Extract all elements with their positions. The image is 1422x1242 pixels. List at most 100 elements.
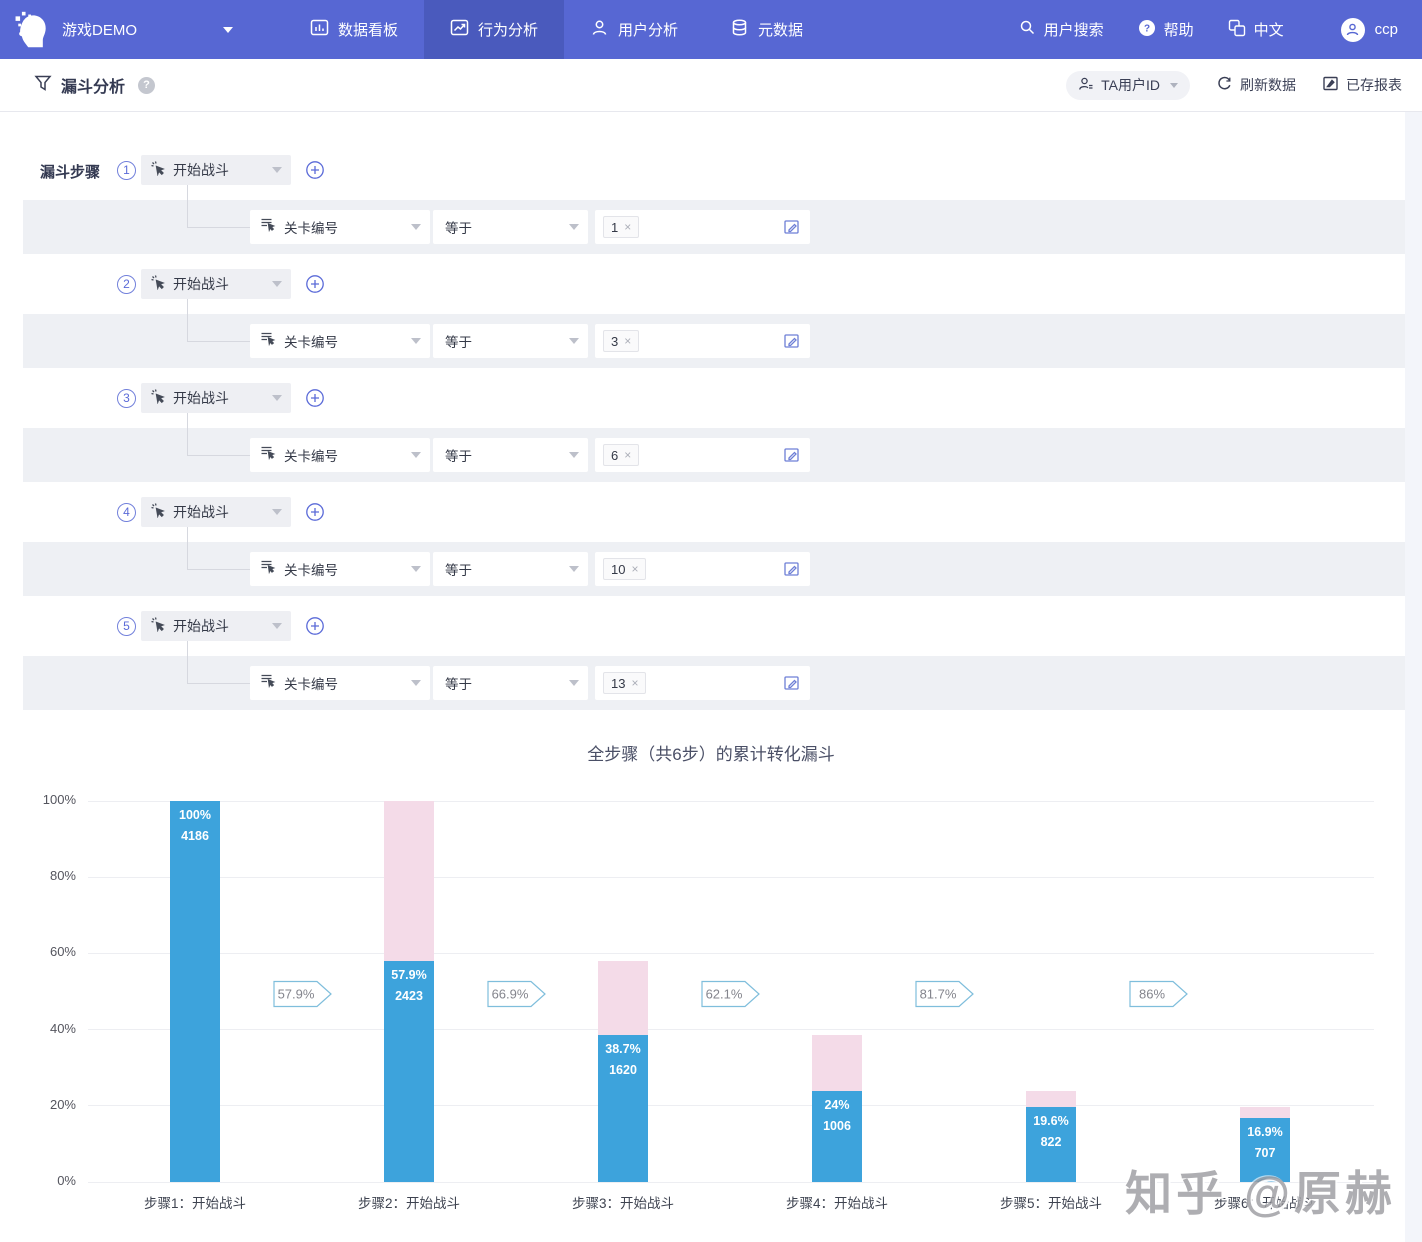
nav-menu: 数据看板 行为分析 用户分析 元数据 [284, 0, 829, 59]
add-filter-button[interactable] [305, 616, 325, 636]
edit-values-icon[interactable] [783, 674, 801, 692]
y-axis-tick-label: 100% [42, 792, 76, 807]
bar-count: 822 [1040, 1135, 1062, 1150]
event-select-value: 开始战斗 [173, 618, 229, 634]
condition-value-input[interactable]: 3 × [595, 324, 810, 358]
condition-row: 关卡编号 等于 1 × [23, 185, 1405, 254]
saved-report-icon [1322, 75, 1339, 95]
event-select[interactable]: 开始战斗 [141, 155, 291, 185]
chevron-down-icon [569, 680, 579, 686]
event-select-value: 开始战斗 [173, 276, 229, 292]
step-number: 3 [117, 388, 136, 408]
funnel-step-row: 漏斗步骤 1 开始战斗 [23, 140, 1405, 200]
chevron-down-icon [411, 224, 421, 230]
add-filter-button[interactable] [305, 502, 325, 522]
edit-values-icon[interactable] [783, 446, 801, 464]
condition-operator-select[interactable]: 等于 [433, 210, 588, 244]
condition-field-select[interactable]: 关卡编号 [250, 210, 430, 244]
event-select[interactable]: 开始战斗 [141, 383, 291, 413]
condition-value-input[interactable]: 10 × [595, 552, 810, 586]
nav-item-label: 行为分析 [478, 22, 539, 39]
condition-value-input[interactable]: 13 × [595, 666, 810, 700]
chevron-down-icon [569, 452, 579, 458]
property-list-icon [259, 330, 276, 352]
condition-field-select[interactable]: 关卡编号 [250, 438, 430, 472]
user-id-icon [1078, 76, 1094, 95]
funnel-chart-plot: 100% 80% 60% 40% 20% 0% 100% 4186 步骤1：开始战斗 57.9% 2… [43, 792, 1374, 1211]
title-help-icon[interactable]: ? [138, 76, 156, 94]
language-label: 中文 [1253, 22, 1284, 39]
bar-count: 1620 [609, 1062, 637, 1077]
condition-row: 关卡编号 等于 10 × [23, 527, 1405, 596]
funnel-bar: 57.9% 2423 [384, 801, 434, 1182]
condition-field-value: 关卡编号 [284, 563, 338, 578]
chart-title: 全步骤（共6步）的累计转化漏斗 [587, 745, 835, 764]
vertical-scrollbar[interactable] [1405, 112, 1422, 1242]
chevron-down-icon [1170, 82, 1178, 88]
connector-line [187, 683, 250, 684]
condition-value-input[interactable]: 6 × [595, 438, 810, 472]
connector-line [187, 185, 188, 227]
value-tag: 1 × [603, 216, 640, 238]
converted-segment [170, 801, 220, 1182]
account-menu[interactable]: ccp [1301, 17, 1422, 42]
svg-text:66.9%: 66.9% [492, 987, 529, 1002]
edit-values-icon[interactable] [783, 560, 801, 578]
condition-operator-select[interactable]: 等于 [433, 438, 588, 472]
project-selector[interactable]: 游戏DEMO [62, 19, 262, 40]
chevron-down-icon [569, 224, 579, 230]
connector-line [187, 569, 250, 570]
chevron-down-icon [272, 395, 282, 401]
event-select-value: 开始战斗 [173, 162, 229, 178]
condition-operator-select[interactable]: 等于 [433, 324, 588, 358]
refresh-data-button[interactable]: 刷新数据 [1216, 75, 1296, 95]
bar-percent: 57.9% [391, 968, 427, 983]
edit-values-icon[interactable] [783, 332, 801, 350]
remove-value-icon[interactable]: × [624, 220, 632, 234]
lost-segment [1026, 1090, 1076, 1108]
lost-segment [812, 1034, 862, 1091]
remove-value-icon[interactable]: × [631, 562, 639, 576]
conversion-rate-badge: 81.7% [915, 980, 975, 1013]
chevron-down-icon [272, 167, 282, 173]
condition-operator-select[interactable]: 等于 [433, 666, 588, 700]
bar-percent: 38.7% [605, 1041, 641, 1056]
remove-value-icon[interactable]: × [624, 334, 632, 348]
condition-operator-select[interactable]: 等于 [433, 552, 588, 586]
event-select[interactable]: 开始战斗 [141, 611, 291, 641]
connector-line [187, 227, 250, 228]
gridline [88, 800, 1374, 802]
toolbar-actions: TA用户ID 刷新数据 已存报表 [1066, 70, 1402, 100]
nav-item-dashboard[interactable]: 数据看板 [284, 0, 424, 59]
chevron-down-icon [569, 566, 579, 572]
condition-value-input[interactable]: 1 × [595, 210, 810, 244]
remove-value-icon[interactable]: × [624, 448, 632, 462]
event-select[interactable]: 开始战斗 [141, 497, 291, 527]
nav-right: 用户搜索 ? 帮助 中文 ccp [1002, 0, 1422, 59]
add-filter-button[interactable] [305, 160, 325, 180]
property-list-icon [259, 216, 276, 238]
user-id-type-label: TA用户ID [1101, 77, 1160, 93]
lost-segment [1240, 1107, 1290, 1118]
value-tag-text: 13 [611, 675, 626, 691]
edit-values-icon[interactable] [783, 218, 801, 236]
saved-reports-button[interactable]: 已存报表 [1322, 75, 1402, 95]
user-search-button[interactable]: 用户搜索 [1002, 0, 1121, 59]
condition-field-select[interactable]: 关卡编号 [250, 324, 430, 358]
event-select[interactable]: 开始战斗 [141, 269, 291, 299]
x-axis-category-label: 步骤2：开始战斗 [357, 1196, 460, 1211]
funnel-bar: 24% 1006 [812, 801, 862, 1182]
funnel-step-row: 5 开始战斗 [23, 596, 1405, 656]
user-id-type-select[interactable]: TA用户ID [1066, 70, 1190, 100]
add-filter-button[interactable] [305, 388, 325, 408]
remove-value-icon[interactable]: × [631, 676, 639, 690]
help-button[interactable]: ? 帮助 [1121, 0, 1211, 59]
condition-field-select[interactable]: 关卡编号 [250, 666, 430, 700]
nav-item-user-analysis[interactable]: 用户分析 [564, 0, 704, 59]
language-button[interactable]: 中文 [1211, 0, 1301, 59]
add-filter-button[interactable] [305, 274, 325, 294]
condition-field-select[interactable]: 关卡编号 [250, 552, 430, 586]
nav-item-metadata[interactable]: 元数据 [704, 0, 829, 59]
nav-item-behavior-analysis[interactable]: 行为分析 [424, 0, 565, 59]
svg-text:86%: 86% [1139, 987, 1165, 1002]
